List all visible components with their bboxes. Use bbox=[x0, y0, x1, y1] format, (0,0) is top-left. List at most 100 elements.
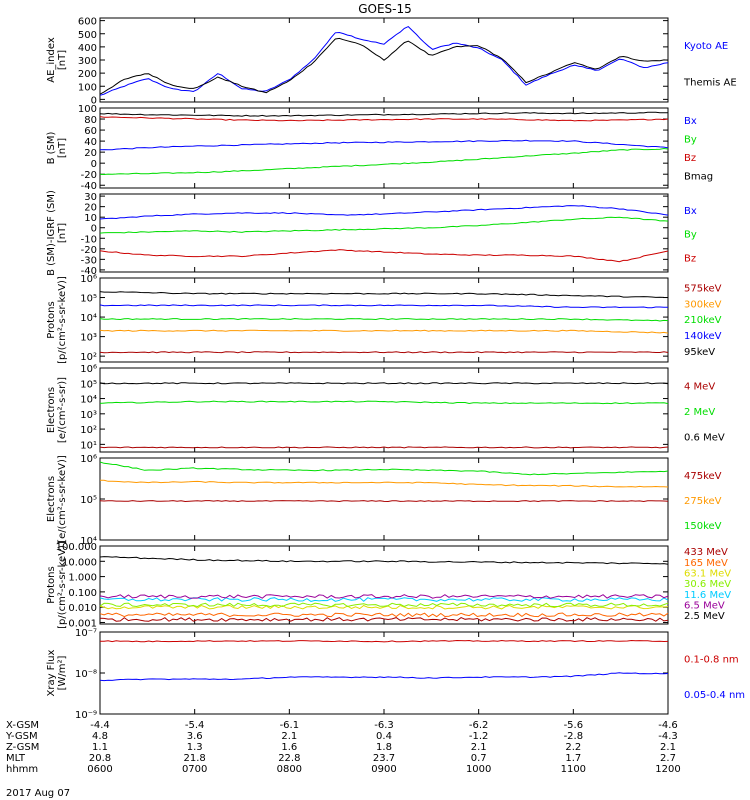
legend-entry: 63.1 MeV bbox=[684, 568, 731, 579]
legend-entry: By bbox=[684, 230, 697, 241]
y-tick-label: 10⁶ bbox=[80, 364, 97, 375]
y-axis-label: Electrons bbox=[46, 387, 57, 433]
time-axis-value: 0900 bbox=[371, 764, 396, 775]
y-tick-label: 10² bbox=[80, 352, 97, 363]
legend-entry: 30.6 MeV bbox=[684, 579, 731, 590]
y-axis-label: Xray Flux bbox=[46, 649, 57, 696]
legend-entry: Bz bbox=[684, 253, 696, 264]
series-line-433-mev bbox=[99, 617, 669, 622]
y-tick-label: 0.010 bbox=[68, 603, 97, 614]
time-axis-value: 0600 bbox=[87, 764, 112, 775]
time-axis-value: -5.4 bbox=[185, 720, 205, 731]
y-axis-label: [nT] bbox=[57, 138, 68, 158]
panel-frame bbox=[99, 367, 669, 453]
y-tick-label: 100.000 bbox=[56, 542, 97, 553]
y-tick-label: 0.001 bbox=[68, 618, 97, 629]
time-axis-value: -1.2 bbox=[469, 731, 489, 742]
legend-entry: Bx bbox=[684, 116, 697, 127]
y-tick-label: 40 bbox=[84, 137, 97, 148]
y-tick-label: 200 bbox=[78, 69, 97, 80]
legend-entry: 0.1-0.8 nm bbox=[684, 654, 739, 665]
time-axis-value: 2.7 bbox=[660, 753, 676, 764]
legend-entry: 0.6 MeV bbox=[684, 433, 725, 444]
time-axis-value: 0800 bbox=[277, 764, 302, 775]
time-axis-value: 21.8 bbox=[184, 753, 206, 764]
panel-1: 600 500 400 300 200 100 0 AE_index [nT] Kyoto AE T… bbox=[46, 17, 737, 107]
chart-title: GOES-15 bbox=[358, 2, 412, 16]
legend-entry: 4 MeV bbox=[684, 382, 715, 393]
time-axis-table: X-GSM -4.4 -5.4 -6.1 -6.3 -6.2 -5.6 -4.6 Y-GSM 4.… bbox=[5, 720, 681, 775]
series-line-0-05-0-4-nm bbox=[99, 672, 669, 682]
series-line-0-1-0-8-nm bbox=[99, 639, 669, 643]
time-axis-value: 2.1 bbox=[281, 731, 297, 742]
series-line-165-mev bbox=[99, 612, 669, 618]
legend-entry: By bbox=[684, 134, 697, 145]
y-tick-label: 10⁻⁹ bbox=[75, 710, 97, 721]
series-line-63-1-mev bbox=[99, 604, 669, 610]
series-line-6-5-mev bbox=[99, 594, 669, 599]
series-line-210kev bbox=[99, 317, 669, 322]
series-line-150kev bbox=[99, 461, 669, 476]
y-tick-label: 20 bbox=[84, 148, 97, 159]
y-axis-label: [nT] bbox=[57, 50, 68, 70]
series-line-themis-ae bbox=[99, 37, 669, 95]
y-tick-label: 10⁶ bbox=[80, 454, 97, 465]
legend-entry: 140keV bbox=[684, 331, 722, 342]
y-tick-label: -20 bbox=[81, 170, 97, 181]
legend-entry: 2 MeV bbox=[684, 407, 715, 418]
time-axis-row-label: X-GSM bbox=[6, 720, 39, 731]
y-axis-label: B (SM)-IGRF (SM) bbox=[46, 190, 57, 276]
time-axis-value: -6.2 bbox=[469, 720, 489, 731]
series-line-275kev bbox=[99, 479, 669, 488]
y-tick-label: 10⁻⁸ bbox=[75, 669, 97, 680]
series-line-140kev bbox=[99, 304, 668, 309]
legend-entry: Bz bbox=[684, 153, 696, 164]
legend-entry: 150keV bbox=[684, 521, 722, 532]
y-tick-label: 10³ bbox=[80, 333, 97, 344]
series-line-300kev bbox=[99, 329, 669, 334]
y-axis-label: [nT] bbox=[57, 223, 68, 243]
time-axis-value: 2.1 bbox=[660, 742, 676, 753]
legend-entry: 475keV bbox=[684, 471, 722, 482]
y-axis-label: [e/(cm²-s-sr)] bbox=[57, 377, 68, 443]
time-axis-value: 0.4 bbox=[376, 731, 392, 742]
time-axis-value: 1.6 bbox=[281, 742, 297, 753]
series-line-bz bbox=[99, 116, 669, 122]
legend-entry: 300keV bbox=[684, 299, 722, 310]
time-axis-row-label: hhmm bbox=[6, 764, 38, 775]
legend-entry: Bmag bbox=[684, 172, 713, 183]
y-axis-label: [e/(cm²-s-sr-keV)] bbox=[57, 455, 68, 543]
time-axis-value: -4.3 bbox=[658, 731, 678, 742]
series-line-bz bbox=[99, 249, 669, 263]
time-axis-value: 1100 bbox=[561, 764, 586, 775]
time-axis-value: 2.1 bbox=[471, 742, 487, 753]
date-label: 2017 Aug 07 bbox=[6, 788, 70, 799]
y-tick-label: 10⁴ bbox=[80, 313, 97, 324]
panel-frame bbox=[99, 631, 669, 715]
series-line-30-6-mev bbox=[99, 602, 669, 608]
y-tick-label: -40 bbox=[81, 266, 97, 277]
time-axis-value: -4.4 bbox=[90, 720, 110, 731]
time-axis-row-label: MLT bbox=[6, 753, 26, 764]
time-axis-value: 0.7 bbox=[471, 753, 487, 764]
time-axis-value: 1.7 bbox=[565, 753, 581, 764]
time-axis-row-label: Y-GSM bbox=[5, 731, 38, 742]
y-tick-label: 100 bbox=[78, 104, 97, 115]
series-line-bx bbox=[99, 139, 669, 151]
legend-entry: 575keV bbox=[684, 283, 722, 294]
series-line-bmag bbox=[99, 111, 668, 117]
y-tick-label: 0.100 bbox=[68, 588, 97, 599]
legend-entry: 6.5 MeV bbox=[684, 601, 725, 612]
y-tick-label: 30 bbox=[84, 192, 97, 203]
y-tick-label: 1.000 bbox=[68, 573, 97, 584]
legend-entry: Kyoto AE bbox=[684, 41, 728, 52]
time-axis-value: -2.8 bbox=[564, 731, 584, 742]
panel-4: 10⁶ 10⁵ 10⁴ 10³ 10² Protons [p/(cm²-s-sr-keV)]… bbox=[46, 274, 722, 364]
legend-entry: Bx bbox=[684, 206, 697, 217]
y-axis-label: [p/(cm²-s-sr-keV)] bbox=[57, 276, 68, 364]
y-tick-label: 10.000 bbox=[62, 557, 97, 568]
y-axis-label: B (SM) bbox=[46, 131, 57, 164]
y-tick-label: 100 bbox=[78, 82, 97, 93]
y-axis-label: [p/(cm²-s-sr-keV)] bbox=[57, 541, 68, 629]
